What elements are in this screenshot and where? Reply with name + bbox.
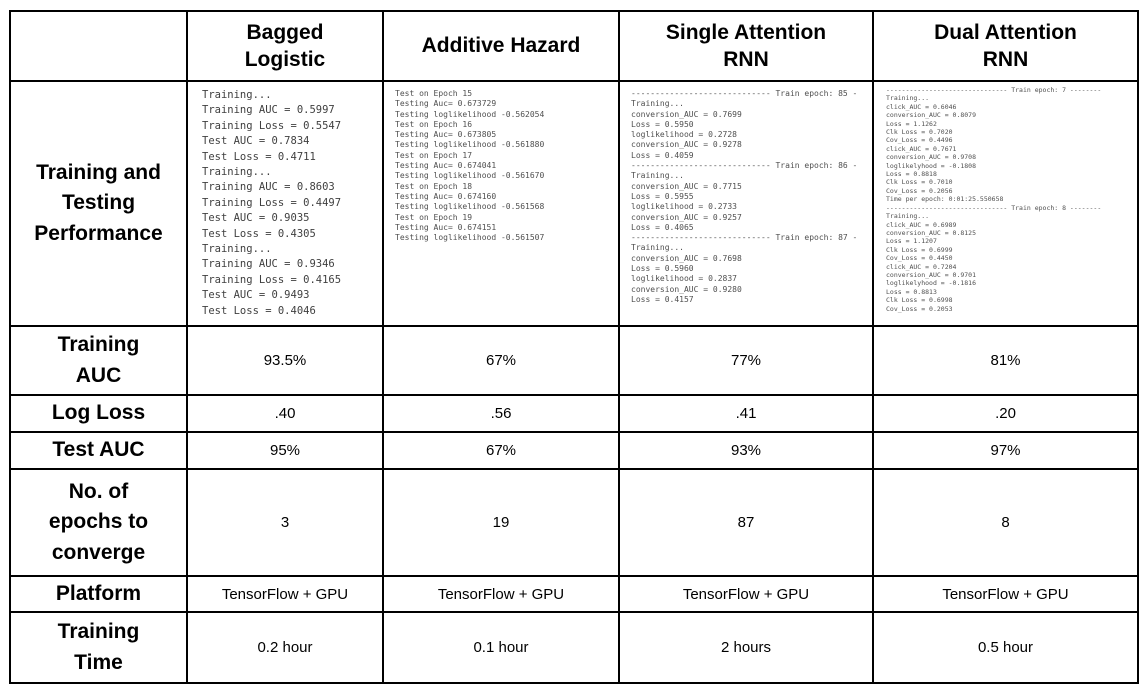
row-label-log-loss: Log Loss [9, 394, 188, 433]
row-label-epochs: No. of epochs to converge [9, 468, 188, 577]
platform-bagged-logistic: TensorFlow + GPU [186, 575, 384, 613]
training-auc-single-attention-rnn: 77% [618, 325, 874, 396]
training-auc-additive-hazard: 67% [382, 325, 620, 396]
row-label-training-auc: Training AUC [9, 325, 188, 396]
training-time-single-attention-rnn: 2 hours [618, 611, 874, 684]
platform-single-attention-rnn: TensorFlow + GPU [618, 575, 874, 613]
training-auc-dual-attention-rnn: 81% [872, 325, 1139, 396]
log-loss-bagged-logistic: .40 [186, 394, 384, 433]
row-label-performance: Training and Testing Performance [9, 80, 188, 327]
row-platform: Platform TensorFlow + GPU TensorFlow + G… [9, 575, 1139, 613]
corner-cell [9, 10, 188, 82]
test-auc-bagged-logistic: 95% [186, 431, 384, 470]
col-header-additive-hazard: Additive Hazard [382, 10, 620, 82]
row-log-loss: Log Loss .40 .56 .41 .20 [9, 394, 1139, 433]
header-row: Bagged Logistic Additive Hazard Single A… [9, 10, 1139, 82]
training-time-dual-attention-rnn: 0.5 hour [872, 611, 1139, 684]
log-loss-single-attention-rnn: .41 [618, 394, 874, 433]
console-log-single-attention-rnn: ----------------------------- Train epoc… [618, 80, 874, 327]
console-log-additive-hazard: Test on Epoch 15 Testing Auc= 0.673729 T… [382, 80, 620, 327]
platform-dual-attention-rnn: TensorFlow + GPU [872, 575, 1139, 613]
epochs-dual-attention-rnn: 8 [872, 468, 1139, 577]
test-auc-dual-attention-rnn: 97% [872, 431, 1139, 470]
row-epochs: No. of epochs to converge 3 19 87 8 [9, 468, 1139, 577]
row-label-platform: Platform [9, 575, 188, 613]
test-auc-single-attention-rnn: 93% [618, 431, 874, 470]
training-auc-bagged-logistic: 93.5% [186, 325, 384, 396]
training-time-bagged-logistic: 0.2 hour [186, 611, 384, 684]
console-log-dual-attention-rnn: ------------------------------- Train ep… [872, 80, 1139, 327]
row-label-training-time: Training Time [9, 611, 188, 684]
col-header-dual-attention-rnn: Dual Attention RNN [872, 10, 1139, 82]
epochs-additive-hazard: 19 [382, 468, 620, 577]
row-test-auc: Test AUC 95% 67% 93% 97% [9, 431, 1139, 470]
log-loss-dual-attention-rnn: .20 [872, 394, 1139, 433]
col-header-bagged-logistic: Bagged Logistic [186, 10, 384, 82]
row-training-time: Training Time 0.2 hour 0.1 hour 2 hours … [9, 611, 1139, 684]
platform-additive-hazard: TensorFlow + GPU [382, 575, 620, 613]
row-label-test-auc: Test AUC [9, 431, 188, 470]
col-header-single-attention-rnn: Single Attention RNN [618, 10, 874, 82]
epochs-single-attention-rnn: 87 [618, 468, 874, 577]
row-performance: Training and Testing Performance Trainin… [9, 80, 1139, 327]
row-training-auc: Training AUC 93.5% 67% 77% 81% [9, 325, 1139, 396]
test-auc-additive-hazard: 67% [382, 431, 620, 470]
comparison-table: Bagged Logistic Additive Hazard Single A… [9, 10, 1139, 684]
log-loss-additive-hazard: .56 [382, 394, 620, 433]
epochs-bagged-logistic: 3 [186, 468, 384, 577]
training-time-additive-hazard: 0.1 hour [382, 611, 620, 684]
console-log-bagged-logistic: Training... Training AUC = 0.5997 Traini… [186, 80, 384, 327]
